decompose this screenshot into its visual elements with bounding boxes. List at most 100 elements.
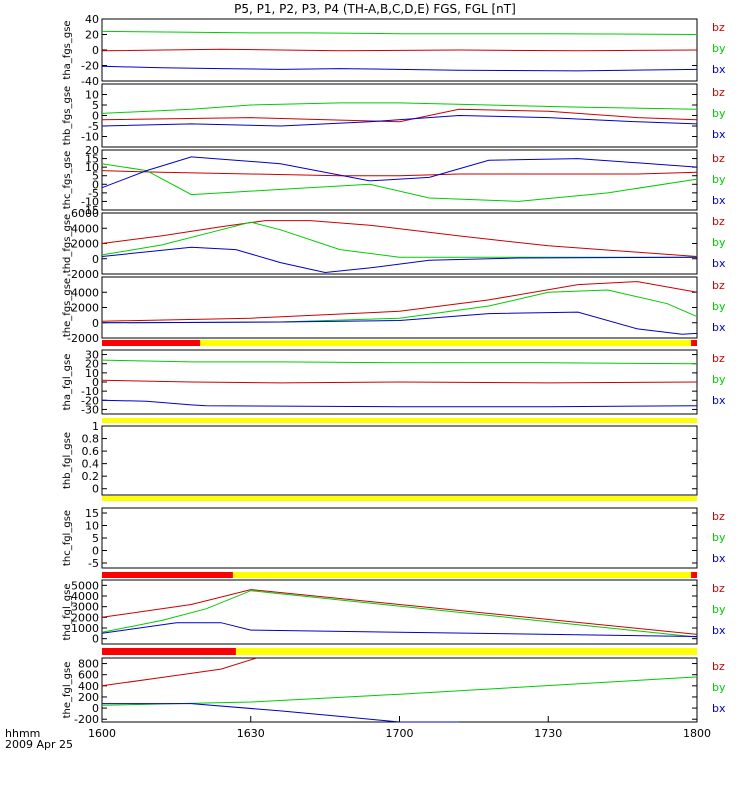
y-tick-label: 5: [92, 99, 99, 112]
series-line-bx: [101, 114, 698, 127]
y-tick-label: 4000: [71, 286, 99, 299]
y-tick-label: 0: [92, 545, 99, 558]
y-tick-label: -5: [88, 557, 99, 570]
y-tick-label: -10: [81, 195, 99, 208]
x-axis-label-line2: 2009 Apr 25: [5, 738, 73, 751]
y-tick-label: 800: [78, 658, 99, 671]
y-tick-label: -15: [81, 204, 99, 217]
time-axis: 1600 1630 1700 1730 1800: [88, 716, 711, 740]
y-tick-label: 4000: [71, 222, 99, 235]
series-line-bx: [101, 311, 698, 335]
y-axis-label: thd_fgs_gse: [62, 214, 73, 273]
x-tick-label: 1600: [88, 727, 116, 740]
y-tick-label: 0.8: [82, 433, 100, 446]
y-tick-label: 0: [92, 253, 99, 266]
y-tick-label: 0.4: [82, 458, 100, 471]
legend-entry-by: by: [712, 531, 726, 544]
legend-entry-bx: bx: [712, 702, 726, 715]
panel-frame: [101, 425, 698, 496]
status-bar: [102, 572, 697, 578]
status-bar-yellow: [102, 572, 697, 578]
legend-entry-bx: bx: [712, 394, 726, 407]
legend-entry-bz: bz: [712, 86, 725, 99]
series-line-bx: [101, 156, 698, 189]
legend-entry-bz: bz: [712, 510, 725, 523]
series-line-by: [101, 676, 698, 706]
y-tick-label: -20: [81, 60, 99, 73]
legend-entry-bz: bz: [712, 582, 725, 595]
y-axis-label: the_fgl_gse: [62, 662, 73, 719]
legend-entry-by: by: [712, 373, 726, 386]
panel-frame: [101, 657, 698, 723]
panel-tha_fgs: -40 -20 0 20 40 tha_fgs_gse bz by bx: [62, 13, 726, 88]
panel-frame: [101, 149, 698, 211]
panel-thb_fgl: 00.20.40.60.81 thb_fgl_gse: [62, 420, 698, 496]
y-tick-label: -5: [88, 120, 99, 133]
legend-entry-by: by: [712, 681, 726, 694]
legend-entry-bz: bz: [712, 215, 725, 228]
status-bar-red: [102, 648, 236, 655]
legend-entry-bz: bz: [712, 21, 725, 34]
series-line-bx: [101, 246, 698, 274]
status-bar-yellow: [102, 496, 697, 501]
legend-entry-bx: bx: [712, 257, 726, 270]
status-bar: [102, 340, 697, 346]
y-tick-label: 3000: [71, 601, 99, 614]
y-tick-label: -10: [81, 385, 99, 398]
y-tick-label: 6000: [71, 207, 99, 220]
status-bar-red: [102, 572, 233, 578]
legend-entry-by: by: [712, 107, 726, 120]
y-axis-label: thd_fgl_gse: [62, 584, 73, 641]
legend-entry-bx: bx: [712, 128, 726, 141]
series-line-bz: [101, 589, 698, 635]
y-axis-label: thb_fgl_gse: [62, 432, 73, 489]
y-axis-label: tha_fgs_gse: [62, 20, 73, 79]
y-tick-label: 2000: [71, 611, 99, 624]
series-line-bz: [101, 170, 698, 177]
series-line-by: [101, 102, 698, 114]
panel-frame: [101, 276, 698, 339]
series-line-bz: [101, 657, 257, 687]
legend-entry-bz: bz: [712, 660, 725, 673]
y-tick-label: 5000: [71, 579, 99, 592]
legend-entry-by: by: [712, 603, 726, 616]
y-tick-label: -10: [81, 131, 99, 144]
panel-frame: [101, 579, 698, 645]
y-tick-label: 30: [85, 349, 99, 362]
status-bar: [102, 418, 697, 423]
y-axis-label: the_fgs_gse: [62, 278, 73, 337]
y-tick-label: 20: [85, 29, 99, 42]
y-tick-label: 0: [92, 633, 99, 646]
legend-entry-bx: bx: [712, 194, 726, 207]
status-bar-yellow: [102, 418, 697, 423]
y-tick-label: -40: [81, 75, 99, 88]
series-line-bx: [101, 622, 698, 637]
y-tick-label: 15: [85, 507, 99, 520]
y-axis-label: thc_fgl_gse: [62, 510, 73, 566]
y-tick-label: 0: [92, 110, 99, 123]
panel-frame: [101, 212, 698, 275]
series-line-by: [101, 590, 698, 638]
series-line-bz: [101, 48, 698, 52]
y-axis-label: thb_fgs_gse: [62, 86, 73, 145]
legend-entry-by: by: [712, 300, 726, 313]
y-tick-label: 10: [85, 89, 99, 102]
series-line-by: [101, 221, 697, 258]
y-tick-label: 200: [78, 691, 99, 704]
y-tick-label: 2000: [71, 238, 99, 251]
y-tick-label: 1000: [71, 622, 99, 635]
legend-entry-by: by: [712, 42, 726, 55]
legend-entry-bx: bx: [712, 552, 726, 565]
series-line-bz: [101, 108, 698, 123]
y-tick-label: 40: [85, 13, 99, 26]
y-tick-label: 15: [85, 153, 99, 166]
x-axis-label-line1: hhmm: [5, 727, 40, 740]
